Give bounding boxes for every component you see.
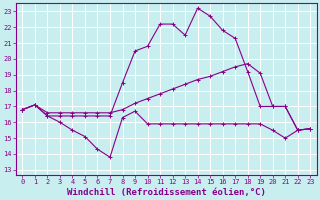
- X-axis label: Windchill (Refroidissement éolien,°C): Windchill (Refroidissement éolien,°C): [67, 188, 266, 197]
